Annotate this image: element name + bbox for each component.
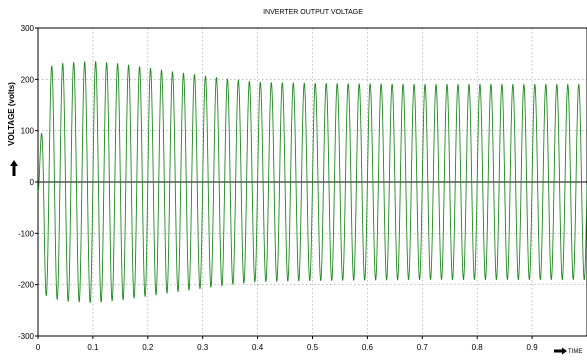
x-axis-label: TIME: [554, 347, 582, 355]
y-tick-label: 0: [30, 178, 35, 187]
x-tick-label: 0.9: [527, 343, 539, 352]
x-tick-label: 0.7: [417, 343, 429, 352]
x-tick-label: 0.4: [252, 343, 264, 352]
x-tick-label: 0.6: [362, 343, 374, 352]
y-tick-label: -100: [18, 229, 35, 238]
x-tick-label: 0.2: [142, 343, 154, 352]
grid-lines: [38, 28, 587, 336]
y-axis-ticks: 300 200 100 0 -100 -200 -300: [18, 24, 38, 341]
x-tick-label: 0: [36, 343, 41, 352]
x-tick-label: 0.5: [307, 343, 319, 352]
y-tick-label: -300: [18, 332, 35, 341]
x-tick-label: 0.1: [87, 343, 99, 352]
x-axis-ticks: 0 0.1 0.2 0.3 0.4 0.5 0.6 0.7 0.8 0.9: [36, 336, 538, 352]
svg-text:VOLTAGE (volts): VOLTAGE (volts): [7, 82, 16, 146]
x-axis-arrow-icon: [554, 347, 567, 355]
y-tick-label: 300: [21, 24, 35, 33]
svg-text:TIME: TIME: [568, 349, 582, 355]
y-tick-label: 100: [21, 127, 35, 136]
chart-title: INVERTER OUTPUT VOLTAGE: [263, 9, 363, 16]
x-tick-label: 0.3: [197, 343, 209, 352]
y-axis-label: VOLTAGE (volts): [7, 82, 18, 176]
y-tick-label: -200: [18, 281, 35, 290]
voltage-series-line: [37, 60, 587, 304]
y-axis-arrow-icon: [10, 160, 18, 176]
y-tick-label: 200: [21, 75, 35, 84]
x-tick-label: 0.8: [472, 343, 484, 352]
